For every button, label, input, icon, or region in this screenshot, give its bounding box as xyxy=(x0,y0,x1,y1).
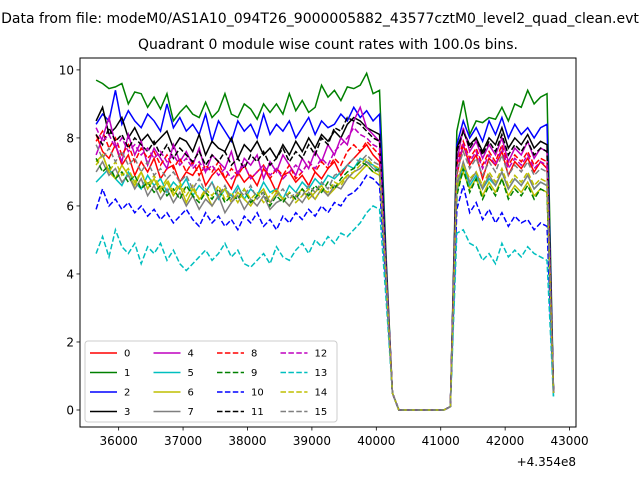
series-line-10 xyxy=(95,174,555,411)
x-offset-label: +4.354e8 xyxy=(517,455,576,469)
figure-suptitle: Data from file: modeM0/AS1A10_094T26_900… xyxy=(1,11,639,27)
series-line-12 xyxy=(95,126,555,411)
series-line-4 xyxy=(95,105,555,411)
legend-label-7: 7 xyxy=(188,407,194,418)
x-tick-label: 42000 xyxy=(486,434,524,448)
y-tick-label: 2 xyxy=(66,335,74,349)
legend-label-8: 8 xyxy=(251,349,257,360)
legend-label-2: 2 xyxy=(124,388,130,399)
x-tick-label: 41000 xyxy=(422,434,460,448)
x-tick-label: 40000 xyxy=(357,434,395,448)
legend-box xyxy=(84,340,338,423)
x-tick-label: 39000 xyxy=(293,434,331,448)
chart-title: Quadrant 0 module wise count rates with … xyxy=(138,37,518,53)
series-line-5 xyxy=(95,157,555,411)
legend-label-14: 14 xyxy=(315,388,328,399)
series-line-14 xyxy=(95,153,555,411)
legend-label-1: 1 xyxy=(124,368,130,379)
legend-label-10: 10 xyxy=(251,388,264,399)
legend-label-11: 11 xyxy=(251,407,264,418)
y-tick-label: 6 xyxy=(66,199,74,213)
x-tick-label: 36000 xyxy=(100,434,138,448)
series-line-2 xyxy=(95,90,555,411)
series-line-1 xyxy=(95,71,555,411)
y-tick-label: 0 xyxy=(66,403,74,417)
legend-label-3: 3 xyxy=(124,407,130,418)
legend-label-5: 5 xyxy=(188,368,194,379)
x-tick-label: 38000 xyxy=(228,434,266,448)
legend-label-4: 4 xyxy=(188,349,194,360)
legend-label-15: 15 xyxy=(315,407,328,418)
series-line-3 xyxy=(95,105,555,411)
legend-label-12: 12 xyxy=(315,349,328,360)
y-tick-label: 10 xyxy=(59,63,74,77)
series-line-8 xyxy=(95,129,555,411)
series-layer xyxy=(95,71,555,411)
legend-label-13: 13 xyxy=(315,368,328,379)
x-tick-label: 43000 xyxy=(550,434,588,448)
legend-label-6: 6 xyxy=(188,388,194,399)
series-line-15 xyxy=(95,144,555,411)
y-axis: 0 2 4 6 8 10 xyxy=(59,63,80,417)
y-tick-label: 4 xyxy=(66,267,74,281)
plot-area-frame xyxy=(79,57,577,428)
legend-label-0: 0 xyxy=(124,349,130,360)
series-line-13 xyxy=(95,205,555,411)
y-tick-label: 8 xyxy=(66,131,74,145)
x-tick-label: 37000 xyxy=(164,434,202,448)
legend-label-9: 9 xyxy=(251,368,257,379)
x-axis: 36000 37000 38000 39000 40000 41000 42000 43000 xyxy=(100,427,589,448)
